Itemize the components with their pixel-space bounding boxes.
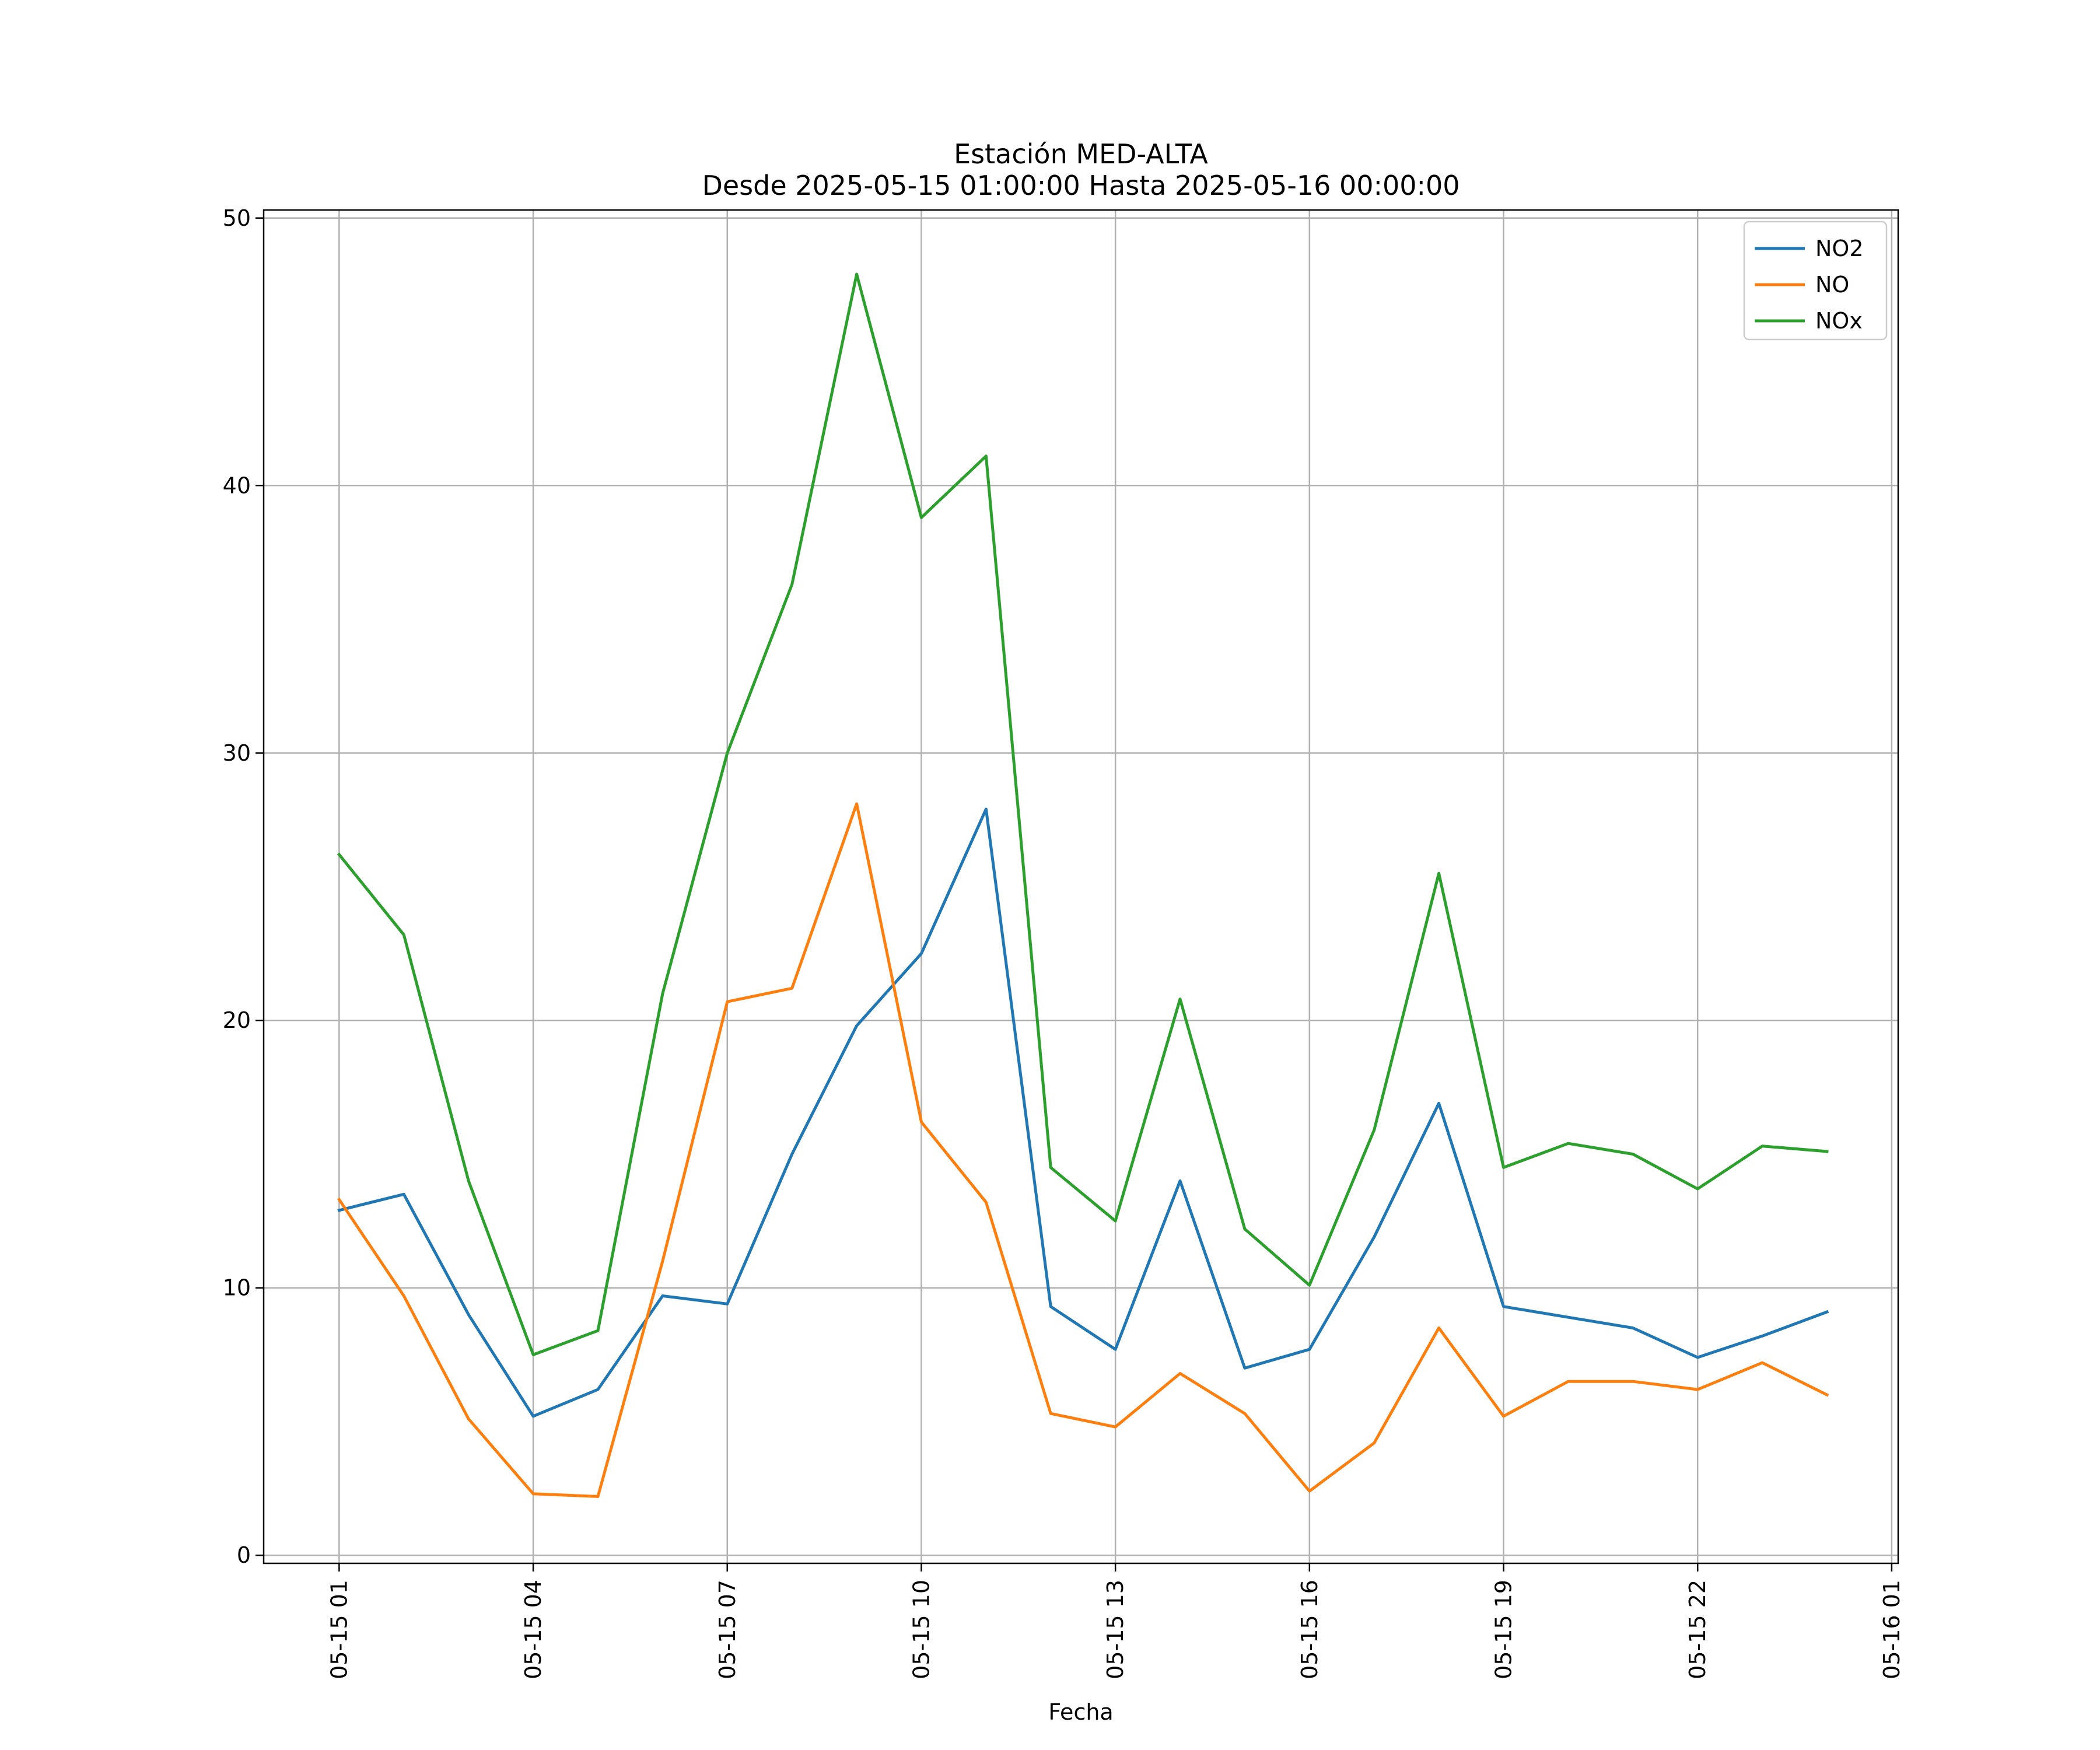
x-tick-label: 05-15 07 <box>715 1580 740 1679</box>
y-tick-label: 10 <box>223 1275 251 1301</box>
y-tick-label: 20 <box>223 1007 251 1033</box>
plot-frame <box>262 209 1899 1564</box>
legend-entry-nox: NOx <box>1815 308 1863 334</box>
legend-entry-no2: NO2 <box>1815 236 1864 261</box>
x-tick-label: 05-15 04 <box>520 1580 546 1679</box>
chart-title: Estación MED-ALTA <box>954 138 1208 170</box>
y-tick-label: 0 <box>237 1542 251 1568</box>
y-tick-label: 40 <box>223 473 251 498</box>
series-lines <box>337 272 1829 1498</box>
x-tick-label: 05-15 16 <box>1297 1580 1322 1679</box>
chart-subtitle: Desde 2025-05-15 01:00:00 Hasta 2025-05-… <box>702 170 1460 201</box>
y-tick-label: 50 <box>223 205 251 231</box>
x-axis: 05-15 01 05-15 04 05-15 07 05-15 10 05-15 13… <box>326 1563 1905 1679</box>
x-tick-label: 05-15 01 <box>326 1580 352 1679</box>
series-line-nox <box>337 272 1829 1356</box>
legend-entry-no: NO <box>1815 272 1849 298</box>
x-tick-label: 05-15 10 <box>908 1580 934 1679</box>
series-line-no <box>337 802 1829 1498</box>
x-tick-label: 05-15 13 <box>1102 1580 1128 1679</box>
y-axis: 0 10 20 30 40 50 <box>223 205 264 1568</box>
series-line-no2 <box>337 807 1829 1418</box>
y-tick-label: 30 <box>223 740 251 766</box>
grid <box>264 210 1898 1563</box>
x-tick-label: 05-16 01 <box>1879 1580 1905 1679</box>
x-tick-label: 05-15 19 <box>1491 1580 1517 1679</box>
legend: NO2 NO NOx <box>1743 220 1888 341</box>
x-tick-label: 05-15 22 <box>1685 1580 1710 1679</box>
legend-box <box>1743 220 1888 341</box>
x-axis-label: Fecha <box>1048 1699 1113 1725</box>
